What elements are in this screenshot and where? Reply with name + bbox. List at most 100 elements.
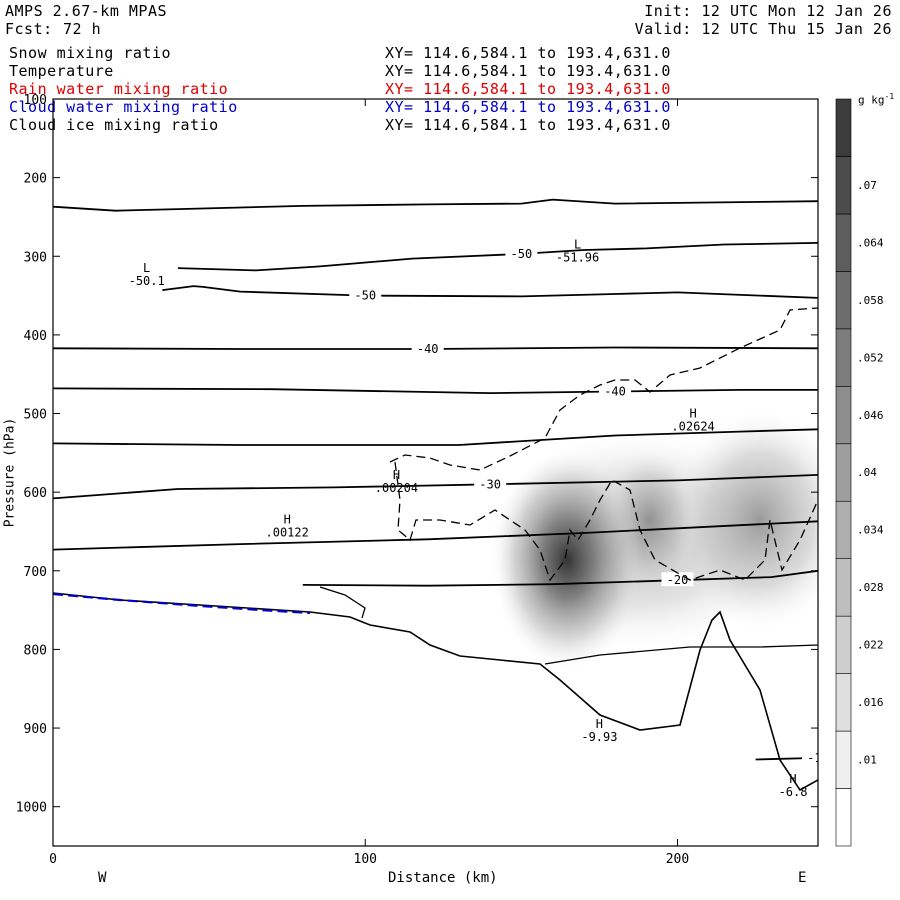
legend-cloudwater-name: Cloud water mixing ratio (9, 98, 238, 116)
isotherm-label: -40 (604, 385, 626, 399)
x-tick-label: 0 (49, 852, 57, 867)
temperature-isotherm (53, 474, 818, 500)
colorbar-label: .022 (857, 639, 884, 652)
snow-mixing-ratio-shading (490, 410, 818, 670)
colorbar-swatch (835, 386, 852, 445)
colorbar-label: .064 (857, 236, 884, 249)
y-tick-label: 100 (24, 93, 47, 108)
x-axis-label: Distance (km) (388, 870, 498, 886)
y-tick-label: 500 (24, 408, 47, 423)
isotherm-label-bg (474, 476, 507, 491)
extremum-value: -6.8 (779, 785, 808, 799)
colorbar-swatch (835, 730, 852, 789)
x-tick-label: 200 (666, 852, 689, 867)
y-tick-label: 1000 (16, 801, 47, 816)
isotherm-label: -50 (354, 289, 376, 303)
y-tick-label: 700 (24, 565, 47, 580)
colorbar-swatch (835, 615, 852, 674)
extremum-value: .02624 (671, 419, 714, 433)
extremum-value: -50.1 (129, 274, 165, 288)
legend-rain-name: Rain water mixing ratio (9, 80, 229, 98)
west-label: W (98, 870, 107, 886)
y-tick-label: 800 (24, 643, 47, 658)
extremum-value: -9.93 (581, 730, 617, 744)
legend-snow-name: Snow mixing ratio (9, 44, 172, 62)
colorbar-label: .058 (857, 294, 884, 307)
legend-temperature-name: Temperature (9, 62, 114, 80)
isotherm-label: -10 (807, 751, 829, 765)
model-title: AMPS 2.67-km MPAS (5, 2, 168, 20)
colorbar-swatch (835, 213, 852, 272)
colorbar-label: .052 (857, 351, 884, 364)
colorbar: .01 .016 .022 .028 .034 .04 .046 .052 .058 .064 .0… (835, 98, 884, 847)
extremum-marker: H (393, 468, 400, 482)
extremum-marker: L (574, 237, 581, 251)
isotherm-label-bg (411, 341, 444, 356)
temperature-isotherm (162, 285, 818, 299)
east-label: E (798, 870, 807, 886)
extremum-value: .00122 (266, 526, 309, 540)
legend-cloudice-xy: XY= 114.6,584.1 to 193.4,631.0 (385, 116, 671, 134)
contour-layer: -50 -50 -40 -40 -30 -20 -10 (53, 198, 829, 765)
temperature-isotherm (302, 569, 818, 587)
isotherm-label-bg (661, 572, 694, 587)
valid-time: Valid: 12 UTC Thu 15 Jan 26 (634, 20, 892, 38)
extremum-marker: H (689, 406, 696, 420)
colorbar-swatch (835, 673, 852, 732)
isotherm-label-bg (599, 383, 632, 398)
x-tick-label: 100 (354, 852, 377, 867)
colorbar-label: .04 (857, 466, 877, 479)
isotherm-label-bg (505, 245, 538, 260)
isotherm-label: -50 (511, 247, 533, 261)
axes: 100 200 300 400 500 600 700 800 900 1000 0 100 200 (16, 93, 818, 867)
init-time: Init: 12 UTC Mon 12 Jan 26 (644, 2, 892, 20)
y-tick-label: 400 (24, 329, 47, 344)
isotherm-label-bg (349, 287, 382, 302)
forecast-label: Fcst: (5, 20, 53, 38)
isotherm-label: -30 (479, 477, 501, 491)
isotherm-label: -40 (417, 342, 439, 356)
colorbar-swatch (835, 500, 852, 559)
legend-rain-xy: XY= 114.6,584.1 to 193.4,631.0 (385, 80, 671, 98)
legend-cloudwater-xy: XY= 114.6,584.1 to 193.4,631.0 (385, 98, 671, 116)
temperature-isotherm (53, 387, 818, 395)
colorbar-swatch (835, 443, 852, 502)
colorbar-unit: g kg-1 (858, 92, 894, 107)
y-tick-label: 900 (24, 722, 47, 737)
isotherm-label: -20 (667, 573, 689, 587)
extremum-value: .00204 (375, 481, 418, 495)
extremum-marker: H (284, 513, 291, 527)
temperature-isotherm (177, 242, 818, 272)
colorbar-swatch (835, 98, 852, 157)
forecast-value: 72 h (63, 20, 102, 38)
temperature-isotherm (53, 198, 818, 212)
terrain-outline (53, 586, 818, 792)
plot-frame (52, 98, 819, 847)
colorbar-swatch (835, 328, 852, 387)
isotherm-label-bg (802, 749, 818, 764)
colorbar-swatch (835, 156, 852, 215)
colorbar-label: .07 (857, 179, 877, 192)
colorbar-label: .046 (857, 409, 884, 422)
temperature-isotherm (53, 520, 818, 551)
colorbar-unit-text: g kg (858, 93, 885, 107)
legend-snow-xy: XY= 114.6,584.1 to 193.4,631.0 (385, 44, 671, 62)
extremum-marker: L (143, 261, 150, 275)
colorbar-label: .034 (857, 524, 884, 537)
extremum-value: -51.96 (556, 250, 599, 264)
extremum-marker: H (789, 772, 796, 786)
extremum-marker: H (596, 717, 603, 731)
legend-temperature-xy: XY= 114.6,584.1 to 193.4,631.0 (385, 62, 671, 80)
colorbar-swatch (835, 788, 852, 847)
colorbar-label: .016 (857, 696, 884, 709)
cloud-ice-contour (389, 307, 818, 582)
colorbar-swatch (835, 271, 852, 330)
legend-cloudice-name: Cloud ice mixing ratio (9, 116, 219, 134)
temperature-isotherm (53, 428, 818, 446)
y-tick-label: 300 (24, 250, 47, 265)
contour-annotations: L-50.1L-51.96H.02624H.00204H.00122H-9.93… (129, 237, 808, 799)
y-tick-label: 200 (24, 172, 47, 187)
colorbar-swatch (835, 558, 852, 617)
colorbar-label: .01 (857, 754, 877, 767)
